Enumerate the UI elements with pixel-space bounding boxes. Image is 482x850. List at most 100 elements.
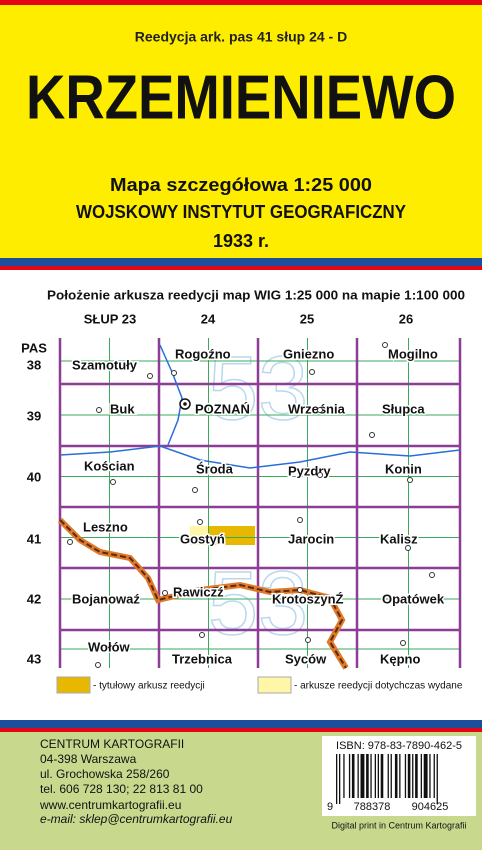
row-label: 40	[27, 469, 41, 484]
place-dot	[147, 373, 153, 379]
place-dot	[400, 640, 406, 646]
year: 1933 r.	[213, 231, 269, 251]
print-note: Digital print in Centrum Kartografii	[331, 820, 466, 830]
barcode-bar	[360, 754, 365, 798]
place-name: Września	[288, 401, 346, 416]
place-name: Szamotuły	[72, 357, 138, 372]
barcode-bar	[404, 754, 407, 798]
legend-text: - tytułowy arkusz reedycji	[93, 681, 205, 692]
barcode-bar	[394, 754, 398, 798]
barcode-bar	[436, 754, 438, 804]
barcode-digits: 9	[327, 801, 333, 813]
stripe-blue	[0, 720, 482, 728]
row-label: 42	[27, 591, 41, 606]
stripe-blue	[0, 258, 482, 266]
barcode-bar	[387, 754, 389, 798]
place-dot	[192, 487, 198, 493]
barcode-bar	[380, 754, 384, 798]
river	[59, 445, 461, 469]
place-name: Syców	[285, 651, 327, 666]
place-dot	[162, 590, 168, 596]
place-dot	[309, 369, 315, 375]
place-name: POZNAŃ	[195, 401, 250, 416]
isbn: ISBN: 978-83-7890-462-5	[336, 740, 462, 752]
place-dot	[369, 432, 375, 438]
row-label: 38	[27, 357, 41, 372]
place-name: Rawiczź	[173, 584, 224, 599]
place-dot	[95, 662, 101, 668]
place-name: Leszno	[83, 519, 128, 534]
barcode-bar	[433, 754, 435, 798]
row-label: 43	[27, 651, 41, 666]
place-dot	[382, 342, 388, 348]
legend-text: - arkusze reedycji dotychczas wydane	[294, 681, 463, 692]
place-dot	[317, 407, 323, 413]
place-dot	[429, 572, 435, 578]
title: KRZEMIENIEWO	[26, 63, 456, 132]
barcode-bar	[420, 754, 422, 798]
barcode-bar	[429, 754, 431, 798]
stripe-red	[0, 266, 482, 270]
place-dot	[407, 477, 413, 483]
barcode-bar	[412, 754, 414, 798]
edition: Reedycja ark. pas 41 słup 24 - D	[135, 29, 347, 45]
barcode-bar	[407, 754, 411, 798]
address-line: www.centrumkartografii.eu	[39, 798, 181, 812]
capital-mark	[183, 402, 187, 406]
river	[159, 344, 183, 446]
header-bg	[0, 0, 482, 258]
title-sheet	[208, 526, 255, 545]
place-dot	[297, 587, 303, 593]
place-dot	[317, 472, 323, 478]
barcode-digits: 788378	[354, 801, 391, 813]
place-dot	[110, 479, 116, 485]
legend-swatch	[257, 676, 292, 694]
barcode-bar	[423, 754, 428, 798]
place-dot	[297, 517, 303, 523]
barcode-bar	[336, 754, 338, 804]
publisher: WOJSKOWY INSTYTUT GEOGRAFICZNY	[76, 202, 406, 222]
barcode-bar	[351, 754, 355, 798]
address-line: tel. 606 728 130; 22 813 81 00	[40, 782, 203, 796]
place-name: Gniezno	[283, 346, 334, 361]
place-name: Kościan	[84, 458, 135, 473]
row-label: 41	[27, 531, 41, 546]
published-sheet	[190, 526, 208, 545]
place-dot	[67, 539, 73, 545]
barcode-bar	[366, 754, 369, 798]
place-name: Pyzdry	[288, 463, 331, 478]
place-name: Bojanowaź	[72, 591, 140, 606]
border	[59, 519, 347, 669]
place-dot	[199, 632, 205, 638]
barcode-bar	[377, 754, 379, 798]
column-label: 26	[399, 311, 413, 326]
place-name: Kalisz	[380, 531, 418, 546]
place-dot	[96, 407, 102, 413]
isbn-box	[322, 736, 476, 816]
place-dot	[197, 519, 203, 525]
barcode-bar	[399, 754, 401, 798]
barcode-bar	[415, 754, 418, 798]
place-name: Gostyń	[180, 531, 225, 546]
barcode-bar	[339, 754, 341, 804]
barcode-bar	[348, 754, 351, 798]
place-dot	[405, 545, 411, 551]
subtitle: Mapa szczegółowa 1:25 000	[110, 175, 372, 195]
top-stripe	[0, 0, 482, 5]
address-line: 04-398 Warszawa	[40, 752, 137, 766]
column-label: 24	[201, 311, 216, 326]
place-name: Buk	[110, 401, 135, 416]
place-name: Rogoźno	[175, 346, 231, 361]
place-name: Konin	[385, 461, 422, 476]
place-name: Mogilno	[388, 346, 438, 361]
column-label: SŁUP 23	[84, 311, 137, 326]
place-name: Opatówek	[382, 591, 445, 606]
place-name: Środa	[196, 461, 234, 476]
barcode-bar	[357, 754, 359, 798]
barcode-bar	[390, 754, 392, 798]
barcode-bar	[370, 754, 372, 798]
barcode-digits: 904625	[412, 801, 449, 813]
